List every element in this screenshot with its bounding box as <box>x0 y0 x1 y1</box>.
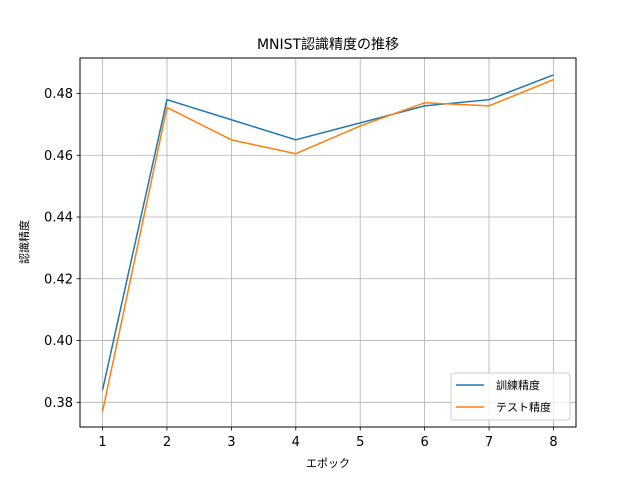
x-tick-label: 8 <box>549 435 557 450</box>
x-tick-label: 4 <box>292 435 300 450</box>
series-lines <box>101 74 554 412</box>
y-tick-label: 0.46 <box>44 149 73 164</box>
x-axis-label: エポック <box>306 457 350 470</box>
x-tick-label: 5 <box>356 435 364 450</box>
series-line-train <box>101 74 554 391</box>
x-tick-label: 7 <box>485 435 493 450</box>
y-tick-label: 0.44 <box>44 211 73 226</box>
y-tick-label: 0.40 <box>44 334 73 349</box>
y-axis-ticks: 0.38 0.40 0.42 0.44 0.46 0.48 <box>44 87 80 411</box>
x-tick-label: 3 <box>227 435 235 450</box>
x-tick-label: 1 <box>98 435 106 450</box>
series-line-test <box>101 78 554 412</box>
y-axis-label: 認識精度 <box>17 220 31 264</box>
chart-title: MNIST認識精度の推移 <box>257 37 399 53</box>
legend: 訓練精度 テスト精度 <box>450 372 571 421</box>
axes-frame <box>79 57 577 428</box>
x-axis-ticks: 1 2 3 4 5 6 7 8 <box>98 427 558 450</box>
y-tick-label: 0.48 <box>44 87 73 102</box>
y-tick-label: 0.42 <box>44 272 73 287</box>
y-tick-label: 0.38 <box>44 396 73 411</box>
x-tick-label: 6 <box>420 435 428 450</box>
legend-label-test: テスト精度 <box>496 400 551 414</box>
legend-label-train: 訓練精度 <box>496 378 540 392</box>
x-tick-label: 2 <box>163 435 171 450</box>
